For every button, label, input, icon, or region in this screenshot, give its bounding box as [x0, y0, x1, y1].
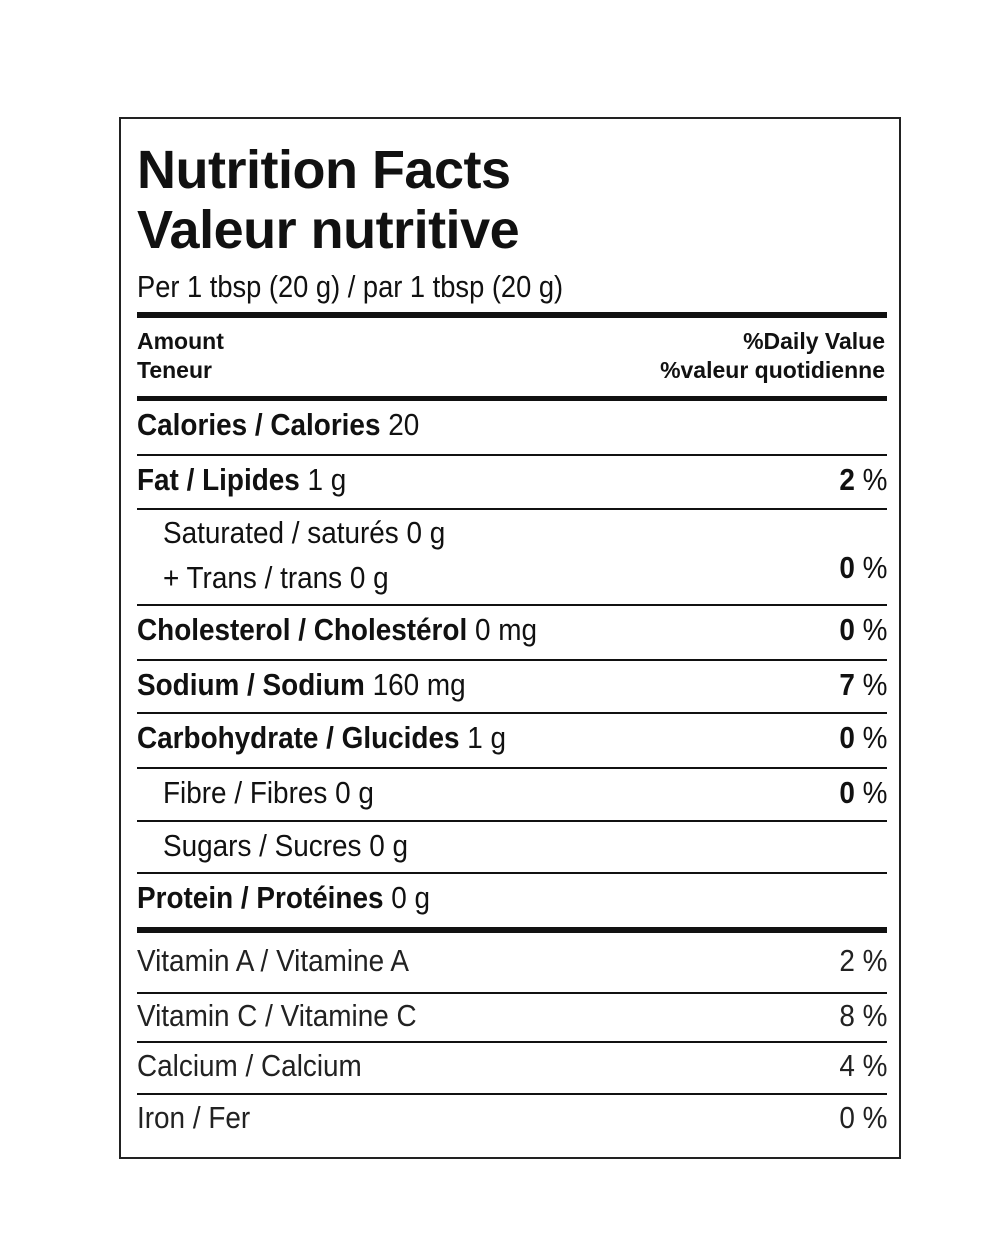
serving-size: Per 1 tbsp (20 g) / par 1 tbsp (20 g) [137, 269, 564, 304]
daily-value: 0 [838, 720, 855, 755]
percent-sign: % [862, 667, 887, 702]
vitamin-row: Calcium / Calcium 4 % [137, 1048, 887, 1088]
divider [137, 872, 887, 874]
divider [137, 604, 887, 606]
divider [137, 454, 887, 456]
percent-sign: % [862, 720, 887, 755]
percent-sign: % [862, 775, 887, 810]
nutrient-row-saturated: Saturated / saturés 0 g [137, 515, 887, 555]
title-fr: Valeur nutritive [137, 200, 520, 260]
amount-header: Amount [137, 328, 224, 354]
percent-sign: % [862, 612, 887, 647]
vitamin-label: Iron / Fer [137, 1100, 251, 1135]
thick-divider [137, 927, 887, 933]
vitamin-value: 8 % [838, 998, 887, 1033]
nutrient-row-sodium: Sodium / Sodium 160 mg 7 % [137, 667, 887, 707]
daily-value: 0 [838, 612, 855, 647]
nutrient-label: Sugars / Sucres 0 g [163, 828, 409, 863]
nutrient-amount: 1 g [307, 462, 347, 497]
vitamin-label: Vitamin A / Vitamine A [137, 943, 409, 978]
percent-sign: % [862, 550, 887, 585]
nutrient-amount: 0 mg [474, 612, 538, 647]
nutrient-label: Carbohydrate / Glucides [137, 720, 460, 755]
nutrient-label: + Trans / trans 0 g [163, 560, 389, 595]
vitamin-value: 4 % [838, 1048, 887, 1083]
vitamin-row: Iron / Fer 0 % [137, 1100, 887, 1140]
daily-value: 0 [838, 775, 855, 810]
nutrient-amount: 0 g [391, 880, 431, 915]
daily-value-header: %Daily Value [743, 328, 885, 354]
vitamin-value: 2 % [838, 943, 887, 978]
nutrient-label: Saturated / saturés 0 g [163, 515, 446, 550]
divider [137, 1093, 887, 1095]
nutrient-row-cholesterol: Cholesterol / Cholestérol 0 mg 0 % [137, 612, 887, 652]
valeur-quotidienne-header: %valeur quotidienne [660, 357, 885, 383]
divider [137, 820, 887, 822]
percent-sign: % [862, 462, 887, 497]
nutrient-label: Calories / Calories [137, 407, 381, 442]
title-en: Nutrition Facts [137, 140, 511, 200]
vitamin-value: 0 % [838, 1100, 887, 1135]
nutrient-label: Protein / Protéines [137, 880, 384, 915]
nutrient-label: Sodium / Sodium [137, 667, 365, 702]
nutrient-row-carbohydrate: Carbohydrate / Glucides 1 g 0 % [137, 720, 887, 760]
divider [137, 992, 887, 994]
nutrient-row-sugars: Sugars / Sucres 0 g [137, 828, 887, 868]
divider [137, 659, 887, 661]
nutrient-amount: 20 [388, 407, 420, 442]
thick-divider [137, 396, 887, 401]
nutrient-amount: 160 mg [372, 667, 466, 702]
thick-divider [137, 312, 887, 318]
divider [137, 508, 887, 510]
divider [137, 767, 887, 769]
divider [137, 712, 887, 714]
nutrient-label: Cholesterol / Cholestérol [137, 612, 468, 647]
vitamin-row: Vitamin C / Vitamine C 8 % [137, 998, 887, 1038]
divider [137, 1041, 887, 1043]
nutrient-row-fibre: Fibre / Fibres 0 g 0 % [137, 775, 887, 815]
nutrient-row-fat: Fat / Lipides 1 g 2 % [137, 462, 887, 502]
nutrition-facts-label: Nutrition Facts Valeur nutritive Per 1 t… [119, 117, 901, 1159]
nutrient-label: Fat / Lipides [137, 462, 300, 497]
nutrient-amount: 1 g [467, 720, 507, 755]
nutrient-row-protein: Protein / Protéines 0 g [137, 880, 887, 920]
nutrient-row-trans: + Trans / trans 0 g 0 % [137, 550, 887, 600]
nutrient-label: Fibre / Fibres 0 g [163, 775, 374, 810]
daily-value: 0 [838, 550, 855, 585]
vitamin-label: Calcium / Calcium [137, 1048, 362, 1083]
vitamin-label: Vitamin C / Vitamine C [137, 998, 417, 1033]
daily-value: 2 [838, 462, 855, 497]
teneur-header: Teneur [137, 357, 212, 383]
vitamin-row: Vitamin A / Vitamine A 2 % [137, 943, 887, 983]
daily-value: 7 [838, 667, 855, 702]
nutrient-row-calories: Calories / Calories 20 [137, 407, 887, 447]
